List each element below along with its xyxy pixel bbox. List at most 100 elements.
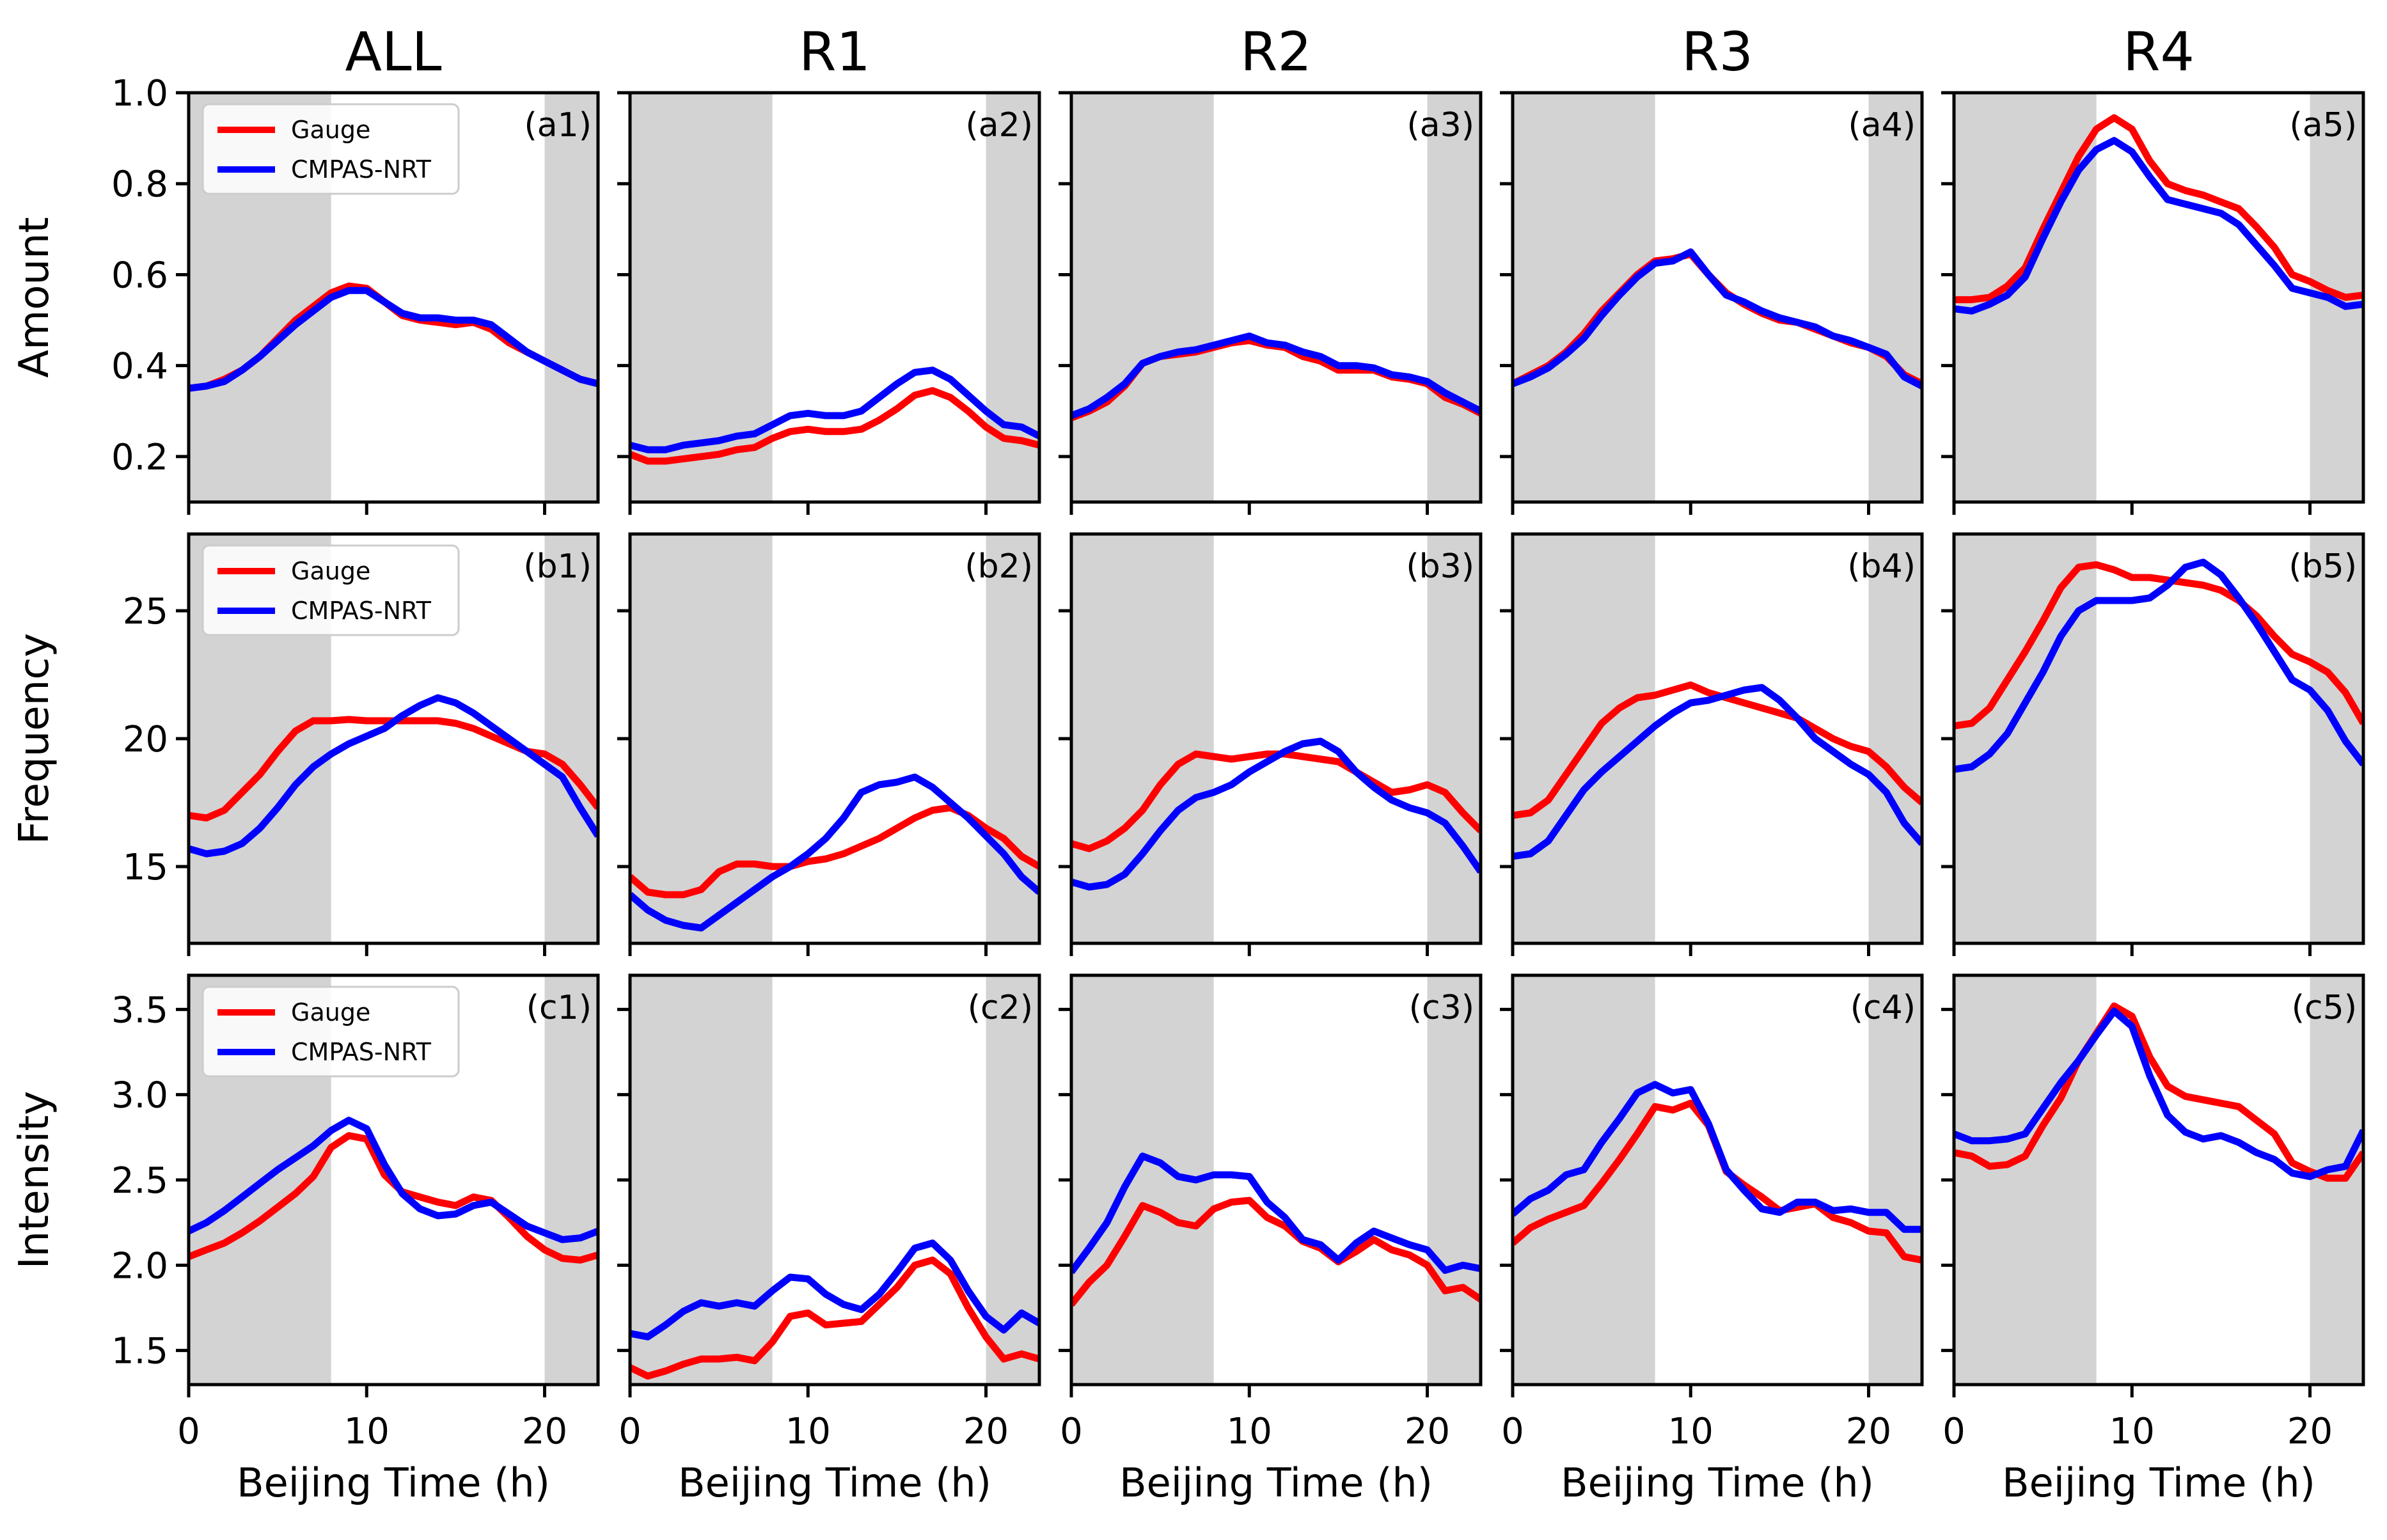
y-tick-label: 2.0 bbox=[111, 1245, 168, 1287]
night-shade-band bbox=[1868, 534, 1922, 943]
axes-frame bbox=[1952, 91, 2365, 504]
x-tick-label: 20 bbox=[1405, 1411, 1450, 1452]
night-shade-band bbox=[544, 93, 598, 502]
y-tick-label: 3.0 bbox=[111, 1075, 168, 1117]
panel-a4: (a4) R3 bbox=[1500, 20, 1924, 515]
gauge-line bbox=[1071, 1197, 1481, 1307]
x-tick-label: 0 bbox=[1942, 1411, 1966, 1452]
x-axis-label: Beijing Time (h) bbox=[1561, 1459, 1874, 1506]
legend-entry: CMPAS-NRT bbox=[291, 597, 432, 625]
panel-label: (b1) bbox=[523, 547, 592, 586]
night-shade-band bbox=[544, 534, 598, 943]
panel-b1: 15 20 25 (b1) Frequency Gauge CMPAS-NRT bbox=[11, 532, 600, 956]
panel-label: (b2) bbox=[965, 547, 1033, 586]
x-axis-label: Beijing Time (h) bbox=[678, 1459, 991, 1506]
night-shade-band bbox=[1071, 93, 1214, 502]
x-tick-label: 10 bbox=[344, 1411, 390, 1452]
x-tick-label: 20 bbox=[963, 1411, 1009, 1452]
cmpas-line bbox=[1071, 1152, 1481, 1275]
night-shade-band bbox=[1071, 534, 1214, 943]
legend: Gauge CMPAS-NRT bbox=[201, 986, 460, 1078]
legend-entry: CMPAS-NRT bbox=[291, 1038, 432, 1066]
cmpas-line bbox=[630, 773, 1039, 932]
axes-frame bbox=[628, 91, 1041, 504]
y-tick-label: 20 bbox=[123, 719, 168, 760]
cmpas-line bbox=[1071, 737, 1481, 891]
y-axis-label: Amount bbox=[11, 217, 58, 378]
panel-b4: (b4) bbox=[1500, 532, 1924, 956]
night-shade-band bbox=[1513, 975, 1655, 1385]
cmpas-line bbox=[1954, 137, 2363, 315]
cmpas-line bbox=[1513, 1081, 1922, 1233]
panel-c5: 0 10 20 (c5) Beijing Time (h) bbox=[1941, 973, 2365, 1506]
y-tick-label: 0.2 bbox=[111, 437, 168, 478]
night-shade-band bbox=[544, 975, 598, 1385]
cmpas-line bbox=[1513, 248, 1922, 389]
panel-a2: (a2) R1 bbox=[617, 20, 1041, 515]
panel-label: (c3) bbox=[1409, 989, 1474, 1027]
x-tick-label: 10 bbox=[1227, 1411, 1272, 1452]
night-shade-band bbox=[1513, 534, 1655, 943]
panel-c2: 0 10 20 (c2) Beijing Time (h) bbox=[617, 973, 1041, 1506]
night-shade-band bbox=[1427, 534, 1481, 943]
panel-a3: (a3) R2 bbox=[1059, 20, 1483, 515]
legend-entry: Gauge bbox=[291, 998, 370, 1026]
y-tick-label: 15 bbox=[123, 847, 168, 888]
panel-label: (b4) bbox=[1847, 547, 1916, 586]
x-tick-label: 20 bbox=[2287, 1411, 2333, 1452]
night-shade-band bbox=[1868, 975, 1922, 1385]
y-tick-label: 25 bbox=[123, 591, 168, 632]
x-tick-label: 10 bbox=[1668, 1411, 1713, 1452]
x-axis-label: Beijing Time (h) bbox=[237, 1459, 550, 1506]
panel-label: (a2) bbox=[965, 106, 1033, 145]
cmpas-line bbox=[630, 366, 1039, 453]
panel-a1: 0.2 0.4 0.6 0.8 1.0 (a1) ALL Amount Gauge CMPAS-N… bbox=[11, 20, 600, 515]
panel-label: (c1) bbox=[526, 989, 592, 1027]
x-tick-label: 0 bbox=[1060, 1411, 1083, 1452]
night-shade-band bbox=[986, 534, 1039, 943]
cmpas-line bbox=[1071, 332, 1481, 420]
gauge-line bbox=[1954, 1002, 2363, 1182]
legend: Gauge CMPAS-NRT bbox=[201, 544, 460, 636]
panel-a5: (a5) R4 bbox=[1941, 20, 2365, 515]
panel-label: (c5) bbox=[2292, 989, 2357, 1027]
x-tick-label: 10 bbox=[2109, 1411, 2155, 1452]
legend-entry: CMPAS-NRT bbox=[291, 155, 432, 184]
panel-c3: 0 10 20 (c3) Beijing Time (h) bbox=[1059, 973, 1483, 1506]
legend: Gauge CMPAS-NRT bbox=[201, 103, 460, 195]
gauge-line bbox=[630, 1256, 1039, 1380]
column-title: R1 bbox=[799, 20, 871, 83]
column-title: ALL bbox=[345, 20, 441, 83]
cmpas-line bbox=[189, 694, 598, 858]
panel-c4: 0 10 20 (c4) Beijing Time (h) bbox=[1500, 973, 1924, 1506]
cmpas-line bbox=[189, 1117, 598, 1243]
panel-label: (b5) bbox=[2289, 547, 2357, 586]
x-tick-label: 20 bbox=[1846, 1411, 1891, 1452]
column-title: R3 bbox=[1682, 20, 1753, 83]
axes-frame bbox=[1511, 91, 1924, 504]
cmpas-line bbox=[1513, 684, 1922, 860]
night-shade-band bbox=[1954, 975, 2097, 1385]
axes-frame bbox=[187, 91, 600, 504]
gauge-line bbox=[630, 387, 1039, 465]
x-tick-label: 0 bbox=[177, 1411, 200, 1452]
night-shade-band bbox=[2310, 534, 2363, 943]
night-shade-band bbox=[630, 975, 773, 1385]
panel-label: (a5) bbox=[2289, 106, 2357, 145]
panel-label: (c4) bbox=[1850, 989, 1916, 1027]
column-title: R2 bbox=[1240, 20, 1312, 83]
y-tick-label: 3.5 bbox=[111, 989, 168, 1031]
night-shade-band bbox=[630, 534, 773, 943]
panel-b3: (b3) bbox=[1059, 532, 1483, 956]
x-axis-label: Beijing Time (h) bbox=[1119, 1459, 1433, 1506]
night-shade-band bbox=[1427, 93, 1481, 502]
x-axis-label: Beijing Time (h) bbox=[2002, 1459, 2315, 1506]
legend-entry: Gauge bbox=[291, 557, 370, 585]
y-tick-label: 0.6 bbox=[111, 255, 168, 296]
panel-label: (a4) bbox=[1848, 106, 1916, 145]
cmpas-line bbox=[1954, 558, 2363, 773]
panel-c1: 1.5 2.0 2.5 3.0 3.5 0 10 20 (c1) Intensity Beijing… bbox=[11, 973, 600, 1506]
x-tick-label: 10 bbox=[785, 1411, 831, 1452]
legend-entry: Gauge bbox=[291, 116, 370, 144]
y-tick-label: 0.4 bbox=[111, 346, 168, 388]
